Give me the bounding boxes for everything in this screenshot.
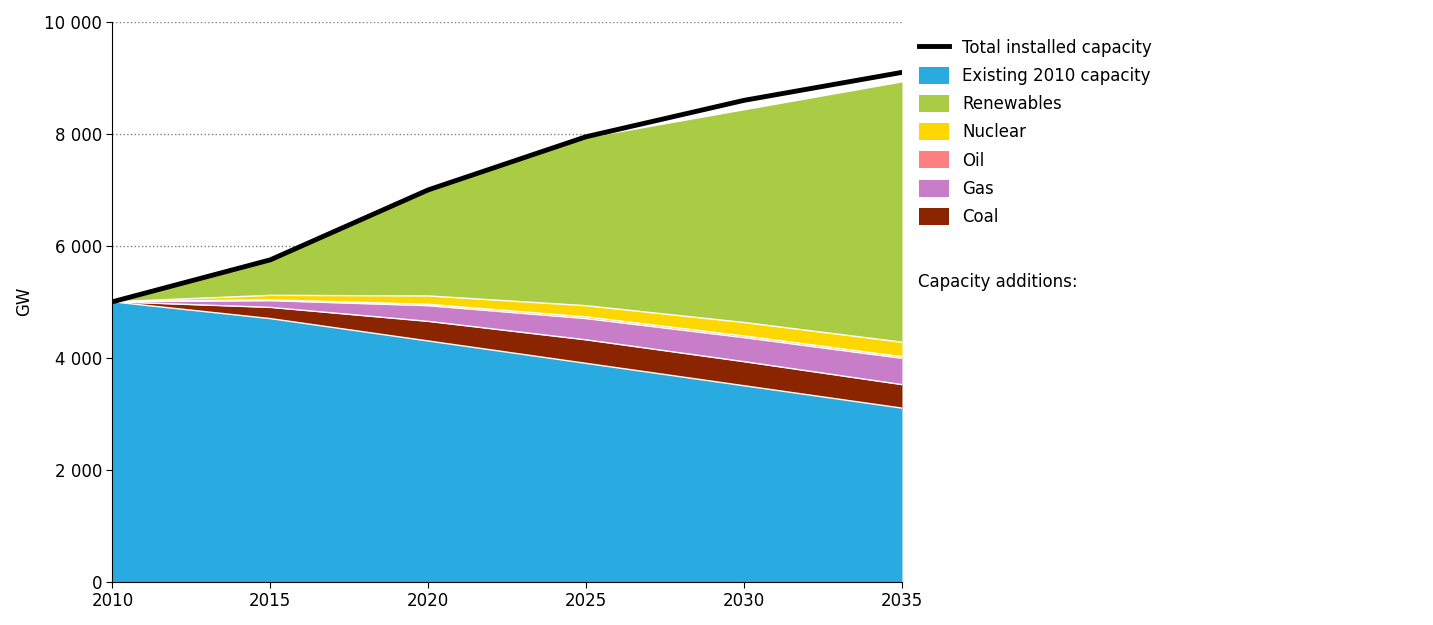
Total installed capacity bbox=[262, 256, 279, 264]
Y-axis label: GW: GW bbox=[14, 287, 33, 316]
Line: Total installed capacity: Total installed capacity bbox=[112, 72, 901, 302]
Legend: Total installed capacity, Existing 2010 capacity, Renewables, Nuclear, Oil, Gas,: Total installed capacity, Existing 2010 … bbox=[910, 31, 1161, 234]
Total installed capacity bbox=[893, 69, 910, 76]
Total installed capacity bbox=[420, 186, 437, 194]
Total installed capacity bbox=[103, 298, 120, 306]
Total installed capacity bbox=[735, 97, 752, 104]
Text: Capacity additions:: Capacity additions: bbox=[917, 273, 1078, 291]
Total installed capacity bbox=[577, 133, 595, 141]
